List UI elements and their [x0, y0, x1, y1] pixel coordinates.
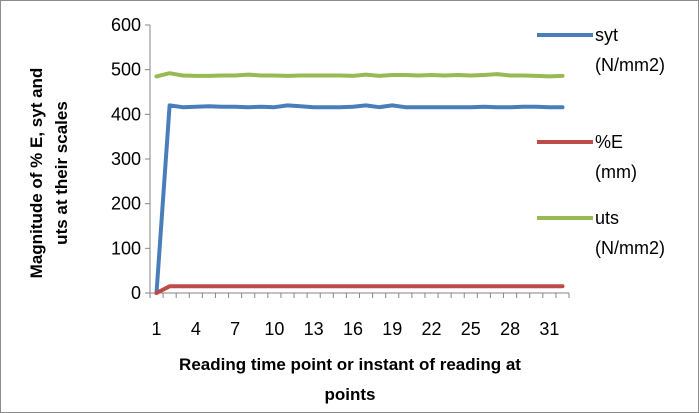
y-axis-title-line: Magnitude of % E, syt and [27, 68, 46, 279]
x-tick-labels: 1 4 7 10 13 16 19 22 25 28 31 [152, 319, 560, 339]
legend-label-uts: (N/mm2) [595, 238, 665, 258]
x-tick-label: 1 [152, 319, 162, 339]
x-tick-label: 13 [304, 319, 324, 339]
x-tick-label: 31 [539, 319, 559, 339]
legend: syt (N/mm2) %E (mm) uts (N/mm2) [537, 25, 665, 258]
x-tick-label: 28 [500, 319, 520, 339]
y-axis-title-line: uts at their scales [52, 101, 71, 245]
y-tick-labels: 0 100 200 300 400 500 600 [111, 15, 141, 303]
x-axis-title-line: points [325, 385, 376, 404]
legend-label-E: (mm) [595, 162, 637, 182]
x-tick-label: 25 [461, 319, 481, 339]
y-tick-label: 200 [111, 194, 141, 214]
series-line-syt [154, 103, 565, 295]
y-axis-title: Magnitude of % E, syt and uts at their sc… [27, 68, 71, 279]
y-tick-label: 500 [111, 60, 141, 80]
x-tick-label: 10 [264, 319, 284, 339]
x-tick-label: 4 [191, 319, 201, 339]
x-tick-label: 16 [343, 319, 363, 339]
y-tick-label: 400 [111, 104, 141, 124]
y-tick-label: 0 [131, 283, 141, 303]
legend-label-uts: uts [595, 208, 619, 228]
series-lines [154, 71, 565, 295]
legend-label-E: %E [595, 132, 623, 152]
x-axis-title-line: Reading time point or instant of reading… [179, 355, 521, 374]
series-line-uts [154, 71, 565, 79]
x-tick-label: 19 [382, 319, 402, 339]
y-tick-label: 100 [111, 238, 141, 258]
y-tick-label: 600 [111, 15, 141, 35]
legend-label-syt: syt [595, 25, 618, 45]
axes [145, 24, 570, 298]
series-line-E [154, 284, 565, 295]
legend-label-syt: (N/mm2) [595, 55, 665, 75]
y-tick-label: 300 [111, 149, 141, 169]
x-axis-title: Reading time point or instant of reading… [179, 355, 521, 404]
x-tick-label: 7 [230, 319, 240, 339]
x-tick-label: 22 [422, 319, 442, 339]
